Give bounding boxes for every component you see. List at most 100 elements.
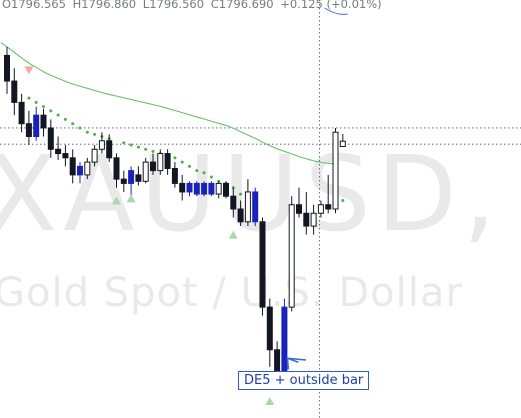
candle-body	[33, 114, 40, 137]
annotation-label[interactable]: DE5 + outside bar	[238, 371, 370, 390]
trend-dot	[56, 113, 60, 117]
candle	[303, 191, 310, 235]
annotation-arrow	[286, 357, 307, 370]
candle	[193, 181, 200, 197]
trend-dot	[93, 132, 97, 136]
candle	[77, 162, 83, 184]
candle-body	[135, 174, 142, 182]
candle	[40, 108, 47, 137]
crosshair-mark	[324, 7, 348, 15]
candle	[223, 181, 229, 199]
candle	[244, 179, 251, 227]
candle	[171, 162, 178, 188]
candle-body	[55, 148, 62, 155]
trend-dot	[136, 145, 140, 149]
trend-dot	[173, 156, 177, 160]
trend-dot	[85, 130, 89, 134]
trend-dot	[129, 143, 133, 147]
candle	[237, 200, 244, 227]
candle	[18, 93, 25, 133]
candle-body	[62, 153, 69, 159]
candle-body	[259, 221, 266, 308]
trend-dot	[188, 164, 191, 168]
trend-dot	[180, 160, 184, 164]
triangle-up-marker	[126, 194, 136, 203]
ohlc-legend: O1796.565 H1796.860 L1796.560 C1796.690 …	[2, 0, 385, 11]
candle-body	[266, 306, 273, 351]
candle-body	[310, 212, 317, 227]
candle-body	[237, 208, 244, 223]
legend-high: H1796.860	[72, 0, 137, 11]
candle-body	[4, 54, 10, 82]
candle	[266, 298, 273, 367]
candle-body	[98, 140, 105, 150]
candle	[201, 181, 208, 197]
legend-open: O1796.565	[2, 0, 66, 11]
candle	[186, 181, 193, 197]
candle-body	[215, 182, 222, 195]
candle	[4, 46, 10, 94]
candle-body	[69, 157, 76, 176]
candle	[47, 119, 54, 158]
candle	[259, 217, 266, 316]
candle-body	[332, 131, 339, 210]
trend-dots	[27, 96, 345, 202]
candle-body	[223, 182, 229, 197]
candle	[325, 174, 332, 214]
candle	[128, 166, 135, 197]
candle-body	[186, 182, 193, 193]
trend-dot	[78, 126, 82, 130]
trend-dot	[34, 100, 38, 104]
candle	[142, 157, 149, 184]
candle	[84, 157, 91, 180]
triangle-up-marker	[112, 196, 121, 205]
candle	[69, 149, 76, 184]
candle	[62, 145, 69, 167]
candle-body	[252, 191, 259, 223]
trend-dot	[63, 117, 67, 121]
candle	[113, 153, 120, 188]
candle-body	[142, 161, 149, 182]
candle	[179, 174, 186, 201]
candle	[310, 204, 317, 235]
candle	[157, 149, 164, 175]
candle-body	[288, 204, 295, 308]
candle	[33, 106, 40, 141]
candle	[91, 145, 98, 167]
candle-body	[208, 182, 215, 195]
candle	[98, 132, 105, 154]
candle	[208, 181, 215, 197]
candle-body	[303, 212, 310, 227]
candle-body	[11, 80, 18, 103]
candle-body	[157, 153, 164, 172]
candle	[106, 134, 113, 163]
triangle-up-marker	[228, 230, 238, 239]
candle-body	[325, 204, 332, 210]
legend-low: L1796.560	[142, 0, 205, 11]
candle-body	[230, 195, 237, 210]
candle-body	[193, 182, 200, 195]
candle-body	[150, 161, 156, 172]
candle	[339, 133, 346, 148]
candle-body	[106, 140, 113, 159]
price-lines	[0, 127, 521, 145]
legend-change: +0.125 (+0.01%)	[280, 0, 382, 11]
trend-dot	[144, 147, 148, 151]
trend-dot	[42, 105, 45, 109]
candle	[120, 170, 127, 192]
candle	[11, 68, 18, 116]
candle-body	[84, 161, 91, 176]
candle-body	[113, 157, 120, 180]
trend-dot	[122, 141, 126, 145]
trend-dot	[209, 175, 213, 179]
candle	[296, 187, 302, 218]
trend-dot	[71, 122, 75, 126]
candle-body	[296, 204, 302, 214]
triangle-up-marker	[265, 396, 275, 405]
candle	[164, 149, 171, 175]
candle-body	[40, 114, 47, 129]
candle	[332, 127, 339, 214]
candle-body	[171, 167, 178, 184]
